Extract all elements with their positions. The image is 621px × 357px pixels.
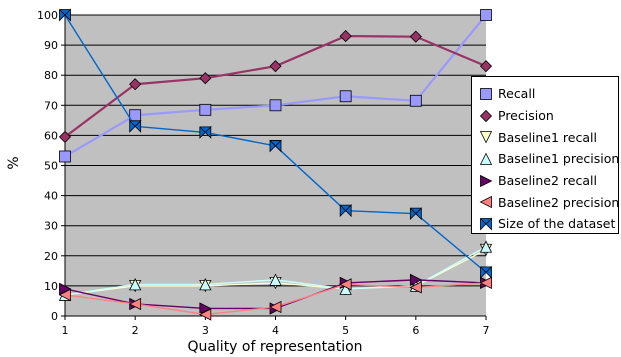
x-tick-label: 7 [483, 324, 490, 337]
legend-label: Baseline2 precision [498, 194, 620, 210]
legend-item: Precision [478, 105, 618, 127]
legend-marker-icon [480, 174, 493, 187]
legend-marker-icon [480, 87, 492, 100]
legend-label: Baseline2 recall [498, 173, 597, 189]
x-tick-label: 4 [272, 324, 279, 337]
chart-legend: Recall Precision Baseline1 recall Baseline1… [471, 76, 619, 234]
data-point [339, 278, 352, 291]
x-tick-label: 2 [132, 324, 139, 337]
data-point [199, 278, 212, 291]
legend-item: Recall [478, 83, 618, 105]
data-point [269, 99, 282, 112]
data-point [199, 302, 212, 315]
legend-label: Precision [498, 108, 554, 124]
data-point [128, 297, 142, 311]
data-point [339, 204, 353, 218]
legend-marker-icon [479, 152, 493, 165]
data-point [59, 150, 71, 163]
series-size-of-the-dataset [59, 8, 493, 279]
data-point [409, 281, 422, 294]
data-point [479, 240, 493, 253]
legend-marker-icon [479, 131, 493, 144]
data-point [199, 72, 212, 85]
y-tick-label: 70 [44, 99, 58, 112]
y-tick-label: 100 [37, 9, 58, 22]
legend-label: Baseline1 recall [498, 129, 597, 145]
y-tick-label: 0 [51, 310, 58, 323]
legend-label: Baseline1 precision [498, 151, 620, 167]
x-tick-label: 1 [62, 324, 69, 337]
legend-label: Size of the dataset [498, 216, 616, 232]
data-point [479, 276, 492, 290]
y-tick-label: 90 [44, 39, 58, 52]
legend-marker-icon [479, 109, 493, 122]
data-point [409, 273, 423, 287]
data-point [269, 139, 282, 153]
legend-item: Baseline1 recall [478, 126, 618, 148]
data-point [59, 282, 72, 296]
data-point [58, 130, 72, 143]
y-tick-label: 80 [44, 69, 58, 82]
x-tick-label: 5 [342, 324, 349, 337]
legend-marker-icon [479, 196, 492, 209]
y-tick-label: 20 [44, 250, 58, 263]
legend-item: Baseline2 recall [478, 170, 618, 192]
data-point [199, 103, 212, 116]
y-tick-label: 50 [44, 160, 58, 173]
data-point [58, 288, 71, 302]
data-point [339, 30, 352, 43]
y-axis-label: % [6, 156, 22, 170]
data-point [129, 119, 142, 133]
data-point [479, 60, 493, 73]
legend-marker-icon [480, 217, 493, 231]
data-point [269, 273, 282, 286]
legend-label: Recall [498, 86, 536, 102]
data-point [59, 8, 72, 22]
y-tick-label: 40 [44, 190, 58, 203]
data-point [269, 60, 282, 73]
data-point [199, 125, 212, 139]
data-point [409, 94, 422, 107]
data-point [409, 207, 423, 221]
y-tick-label: 30 [44, 220, 58, 233]
legend-item: Baseline1 precision [478, 148, 620, 170]
data-point [339, 90, 352, 103]
data-point [269, 300, 282, 314]
data-point [129, 78, 142, 91]
y-tick-label: 10 [44, 280, 58, 293]
series-precision [58, 30, 493, 143]
data-point [129, 278, 142, 291]
legend-item: Size of the dataset [478, 213, 618, 235]
series-baseline2-precision [58, 276, 492, 321]
x-tick-label: 6 [412, 324, 419, 337]
x-tick-label: 3 [202, 324, 209, 337]
x-axis-label: Quality of representation [187, 339, 363, 355]
y-tick-label: 60 [44, 129, 58, 142]
data-point [480, 265, 493, 279]
data-point [480, 9, 492, 21]
legend-item: Baseline2 precision [478, 191, 620, 213]
data-point [198, 308, 212, 321]
data-point [409, 30, 422, 43]
series-recall [59, 9, 492, 163]
